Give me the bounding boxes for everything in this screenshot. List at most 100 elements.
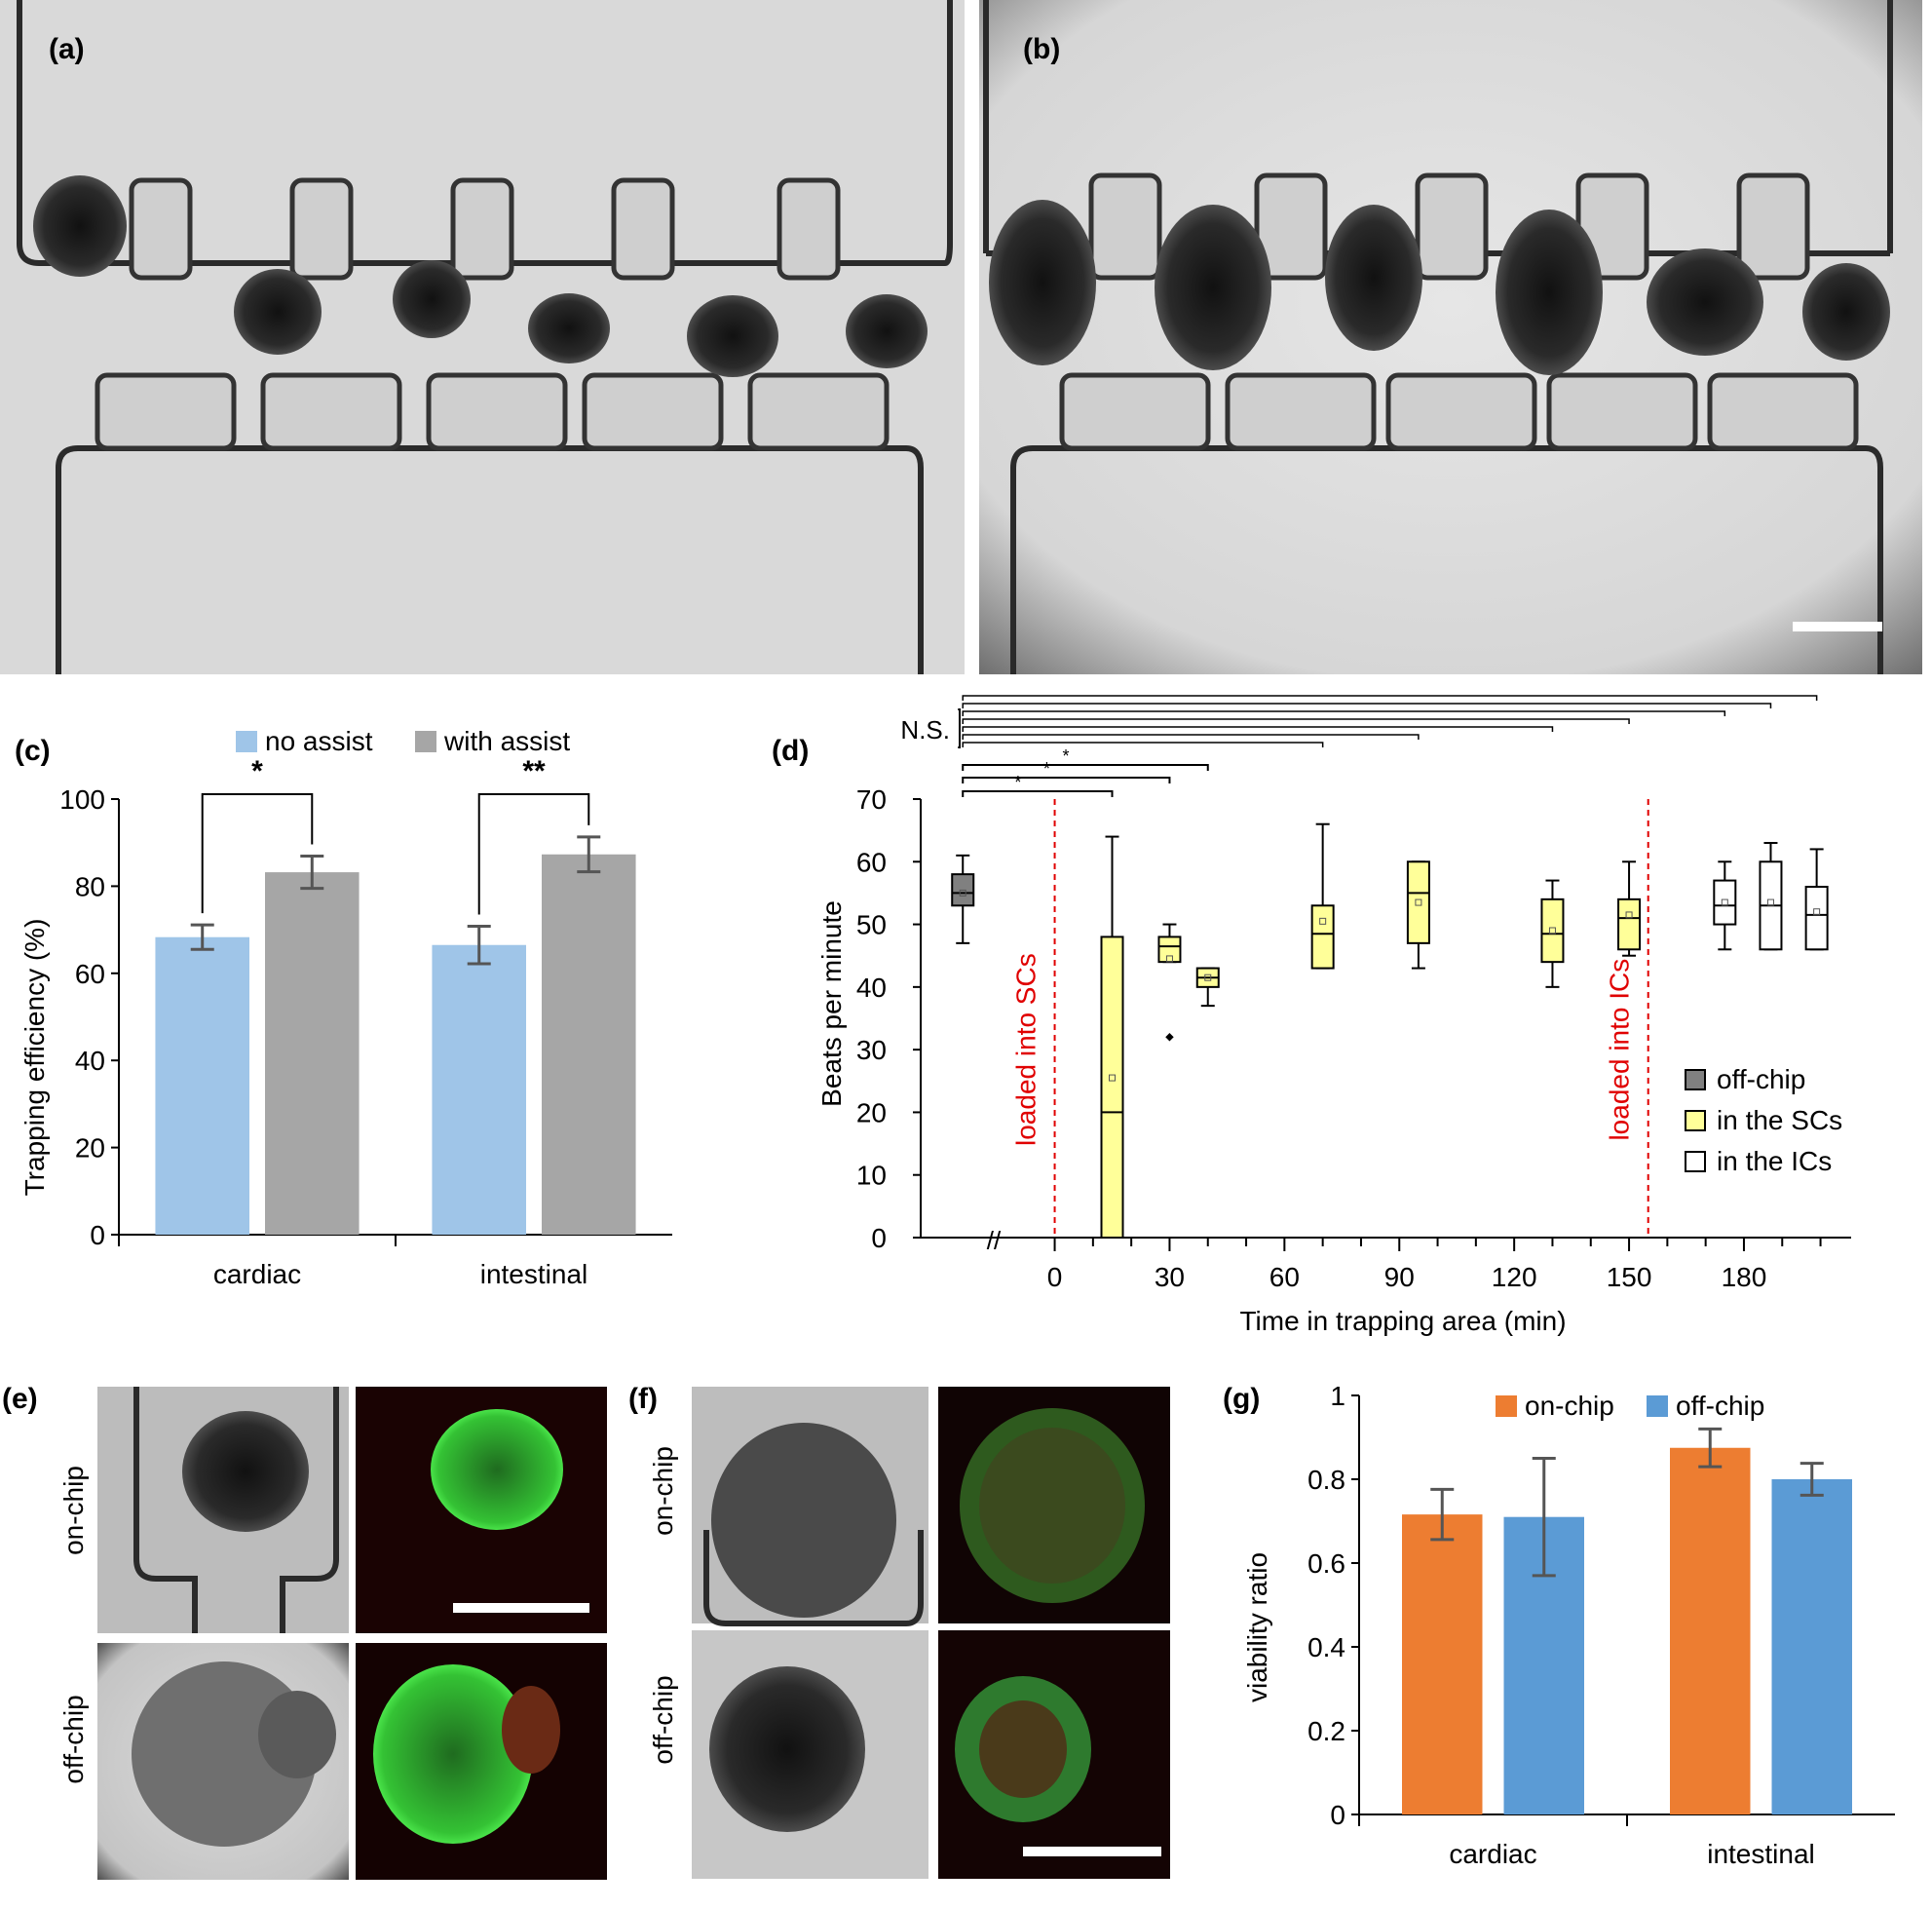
chart-d-box bbox=[1617, 897, 1642, 951]
chart-d-box bbox=[1310, 904, 1335, 970]
chart-d-mean-marker bbox=[1165, 955, 1173, 963]
chart-c-category-label: cardiac bbox=[213, 1259, 301, 1289]
chart-d-mean-marker bbox=[959, 889, 966, 897]
panel-a-micrograph: (a) bbox=[0, 0, 965, 674]
chart-d-box bbox=[1157, 935, 1182, 964]
chart-g-legend-swatch-on-chip bbox=[1496, 1395, 1517, 1417]
chart-d-vline-label: loaded into ICs bbox=[1605, 959, 1635, 1141]
chart-d-ytick-label: 60 bbox=[856, 847, 887, 877]
panel-b-scale-bar bbox=[1793, 622, 1882, 631]
chart-d-legend-label: in the ICs bbox=[1717, 1146, 1832, 1176]
chart-g-ytick-label: 0.4 bbox=[1307, 1632, 1345, 1662]
chart-d-xtick-label: 30 bbox=[1155, 1262, 1185, 1292]
chart-c-significance-label: ** bbox=[522, 755, 546, 787]
chart-g-ytick-label: 1 bbox=[1330, 1381, 1345, 1411]
panel-e-fluorescence-on-chip bbox=[356, 1387, 607, 1633]
chart-d-legend-swatch bbox=[1685, 1110, 1706, 1131]
panel-f-label: (f) bbox=[628, 1383, 658, 1415]
panel-e-brightfield-on-chip bbox=[97, 1387, 349, 1633]
chart-d-vline-label: loaded into SCs bbox=[1011, 953, 1042, 1146]
chart-d-mean-marker bbox=[1721, 898, 1728, 906]
chart-c-ytick-label: 20 bbox=[75, 1133, 105, 1164]
chart-d-ns-group-brace bbox=[958, 708, 961, 748]
chart-d: (d) 0 10 20 30 40 50 60 70 0 30 60 90 120 150 180 // loa… bbox=[772, 695, 1851, 1336]
panel-f: (f) on-chip off-chip bbox=[628, 1383, 1170, 1879]
chart-d-star-bracket bbox=[962, 764, 1209, 771]
chart-d-xtick-label: 150 bbox=[1607, 1262, 1652, 1292]
chart-d-star-bracket bbox=[962, 790, 1114, 797]
chart-d-mean-marker bbox=[1548, 927, 1556, 935]
chart-d-legend-swatch bbox=[1685, 1151, 1706, 1172]
chart-g-ytick-label: 0.8 bbox=[1307, 1465, 1345, 1495]
chart-c-legend: no assist with assist bbox=[236, 726, 570, 756]
chart-d-ns-bracket bbox=[962, 710, 1726, 716]
chart-c-bar bbox=[155, 936, 249, 1235]
chart-g-ytick-label: 0.6 bbox=[1307, 1548, 1345, 1579]
chart-d-ns-bracket bbox=[962, 742, 1324, 747]
chart-d-legend: off-chip in the SCs in the ICs bbox=[1685, 1064, 1842, 1176]
chart-g: (g) on-chip off-chip 0 0.2 0.4 0.6 0.8 1 cardi… bbox=[1223, 1381, 1895, 1869]
chart-c-ytick-label: 80 bbox=[75, 871, 105, 901]
chart-d-axis-break: // bbox=[987, 1226, 1002, 1255]
chart-d-ytick-label: 20 bbox=[856, 1097, 887, 1127]
panel-b-organoids bbox=[989, 200, 1890, 375]
chart-c-bar bbox=[432, 944, 526, 1235]
chart-d-plot: 0 10 20 30 40 50 60 70 0 30 60 90 120 150 180 // loaded … bbox=[856, 695, 1851, 1292]
chart-d-mean-marker bbox=[1766, 898, 1774, 906]
chart-g-bar bbox=[1670, 1447, 1751, 1814]
chart-c-ytick-label: 40 bbox=[75, 1046, 105, 1076]
chart-c-legend-no-assist: no assist bbox=[265, 726, 373, 756]
chart-d-ytick-label: 0 bbox=[871, 1223, 887, 1253]
panel-e-fluorescence-off-chip bbox=[356, 1643, 607, 1880]
panel-e-scale-bar bbox=[453, 1603, 589, 1613]
chart-c-legend-swatch-no-assist bbox=[236, 731, 257, 752]
panel-a-organoids bbox=[33, 175, 928, 377]
chart-d-box bbox=[1406, 860, 1430, 944]
panel-f-brightfield-on-chip bbox=[692, 1387, 928, 1626]
panel-c-label: (c) bbox=[15, 735, 51, 767]
chart-c-significance-bracket bbox=[201, 793, 314, 914]
chart-c-bar bbox=[265, 872, 360, 1235]
chart-d-star-label: * bbox=[1014, 773, 1021, 792]
panel-d-label: (d) bbox=[772, 735, 809, 767]
panel-e-label: (e) bbox=[2, 1383, 38, 1415]
chart-g-ytick-label: 0.2 bbox=[1307, 1716, 1345, 1746]
chart-d-xlabel: Time in trapping area (min) bbox=[1239, 1306, 1566, 1336]
chart-g-category-label: cardiac bbox=[1449, 1839, 1536, 1869]
chart-d-ns-label: N.S. bbox=[900, 715, 950, 745]
chart-d-star-bracket bbox=[962, 777, 1171, 783]
chart-c-significance-bracket bbox=[477, 793, 590, 915]
chart-g-plot: 0 0.2 0.4 0.6 0.8 1 cardiac intestinal bbox=[1307, 1381, 1895, 1869]
chart-d-xtick-label: 120 bbox=[1492, 1262, 1537, 1292]
panel-f-scale-bar bbox=[1023, 1847, 1161, 1856]
panel-b-label: (b) bbox=[1023, 33, 1060, 65]
chart-d-box bbox=[1804, 886, 1829, 951]
chart-c-legend-swatch-with-assist bbox=[415, 731, 436, 752]
chart-d-legend-label: off-chip bbox=[1717, 1064, 1805, 1094]
chart-c-ytick-label: 100 bbox=[59, 784, 105, 815]
panel-g-label: (g) bbox=[1223, 1383, 1260, 1415]
chart-g-category-label: intestinal bbox=[1707, 1839, 1815, 1869]
chart-d-mean-marker bbox=[1625, 911, 1633, 919]
chart-d-ns-bracket bbox=[962, 703, 1772, 708]
chart-g-bar bbox=[1771, 1479, 1852, 1814]
chart-d-mean-marker bbox=[1415, 898, 1422, 906]
chart-d-ns-bracket bbox=[962, 726, 1554, 732]
panel-f-row-label-on-chip: on-chip bbox=[648, 1446, 678, 1536]
panel-b-micrograph: (b) bbox=[979, 0, 1922, 674]
chart-c-plot: 0 20 40 60 80 100 cardiac * intestinal ** bbox=[59, 755, 672, 1289]
chart-d-ns-bracket bbox=[962, 718, 1630, 724]
chart-d-xtick-label: 180 bbox=[1722, 1262, 1767, 1292]
panel-e-brightfield-off-chip bbox=[97, 1643, 349, 1880]
panel-b-trap-array bbox=[1059, 172, 1859, 451]
panel-e-row-label-off-chip: off-chip bbox=[58, 1695, 89, 1783]
chart-d-ns-bracket bbox=[962, 695, 1818, 701]
panel-f-brightfield-off-chip bbox=[692, 1630, 928, 1879]
chart-g-bar bbox=[1402, 1514, 1483, 1814]
chart-g-legend-swatch-off-chip bbox=[1647, 1395, 1668, 1417]
chart-c-ytick-label: 0 bbox=[90, 1220, 105, 1250]
panel-f-fluorescence-on-chip bbox=[938, 1387, 1170, 1623]
panel-e-row-label-on-chip: on-chip bbox=[58, 1466, 89, 1555]
chart-d-outlier bbox=[1165, 1033, 1174, 1042]
chart-d-legend-swatch bbox=[1685, 1069, 1706, 1090]
